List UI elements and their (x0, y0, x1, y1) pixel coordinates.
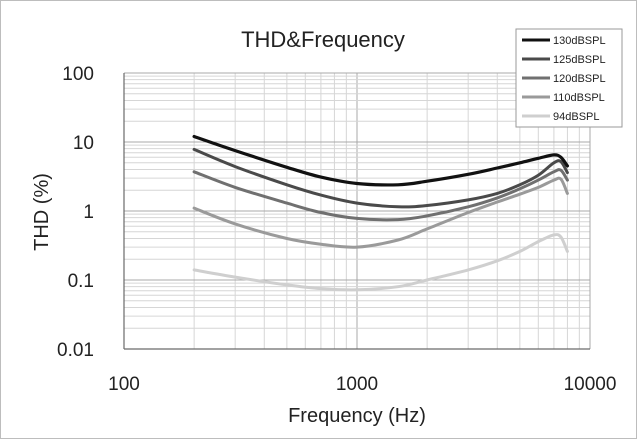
chart-title: THD&Frequency (241, 27, 405, 52)
series-group (192, 134, 569, 292)
x-tick-label: 1000 (336, 374, 378, 395)
y-tick-label: 0.01 (57, 340, 94, 361)
series-line-130dBSPL (192, 134, 569, 187)
x-tick-labels: 100 1000 10000 (108, 374, 616, 395)
series-line-110dBSPL (192, 176, 569, 249)
legend-label: 130dBSPL (553, 35, 606, 47)
axes (123, 73, 590, 350)
legend-label: 94dBSPL (553, 111, 599, 123)
series-line-125dBSPL (192, 147, 569, 209)
x-tick-label: 100 (108, 374, 140, 395)
y-tick-labels: 100 10 1 0.1 0.01 (57, 64, 94, 361)
x-axis-label: Frequency (Hz) (288, 405, 426, 427)
y-tick-label: 0.1 (68, 271, 94, 292)
legend-label: 120dBSPL (553, 73, 606, 85)
legend-label: 125dBSPL (553, 54, 606, 66)
y-tick-label: 10 (73, 133, 94, 154)
series-line-120dBSPL (192, 168, 569, 222)
x-tick-label: 10000 (564, 374, 617, 395)
y-axis-label: THD (%) (31, 173, 53, 251)
legend: 130dBSPL 125dBSPL 120dBSPL 110dBSPL 94dBSPL (515, 28, 623, 128)
y-tick-label: 100 (62, 64, 94, 85)
series-line-94dBSPL (192, 233, 569, 292)
legend-label: 110dBSPL (553, 92, 605, 104)
y-tick-label: 1 (83, 202, 94, 223)
